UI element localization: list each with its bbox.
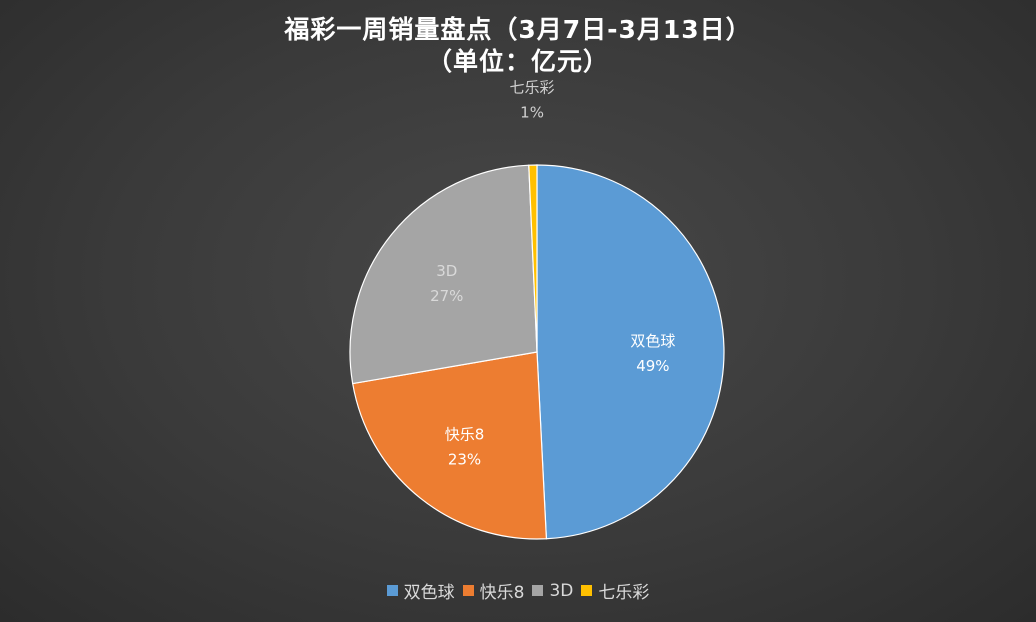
slice-label-percent-1: 23% xyxy=(448,450,481,468)
slice-label-percent-3: 1% xyxy=(520,104,544,122)
chart-title-line1: 福彩一周销量盘点（3月7日-3月13日） xyxy=(284,15,752,44)
slice-label-percent-0: 49% xyxy=(636,357,669,375)
slice-label-name-1: 快乐8 xyxy=(445,425,485,443)
chart-title-line2: （单位：亿元） xyxy=(426,47,609,76)
chart-title: 福彩一周销量盘点（3月7日-3月13日） （单位：亿元） xyxy=(0,14,1036,78)
legend-label: 双色球 xyxy=(403,583,455,603)
legend-label: 3D xyxy=(549,580,574,601)
legend-item-qilecai[interactable]: 七乐彩 xyxy=(581,578,649,603)
pie-slice-3[interactable] xyxy=(528,164,538,353)
slice-label-name-2: 3D xyxy=(436,262,457,280)
slice-label-name-3: 七乐彩 xyxy=(510,79,555,97)
legend-label: 七乐彩 xyxy=(598,583,650,603)
slice-label-percent-2: 27% xyxy=(430,287,463,305)
legend-item-3d[interactable]: 3D xyxy=(532,581,573,601)
pie-slice-0[interactable] xyxy=(536,164,725,540)
legend-label: 快乐8 xyxy=(479,583,525,603)
chart-legend: 双色球 快乐8 3D 七乐彩 xyxy=(0,578,1036,603)
pie-slice-2[interactable] xyxy=(349,164,538,385)
legend-swatch xyxy=(581,585,593,596)
slice-label-name-0: 双色球 xyxy=(630,332,675,350)
legend-item-kuaile8[interactable]: 快乐8 xyxy=(462,578,525,603)
pie-slice-1[interactable] xyxy=(351,351,548,540)
legend-item-shuangseqiu[interactable]: 双色球 xyxy=(386,578,455,603)
legend-swatch xyxy=(462,585,474,596)
legend-swatch xyxy=(386,585,398,596)
legend-swatch xyxy=(532,585,544,596)
